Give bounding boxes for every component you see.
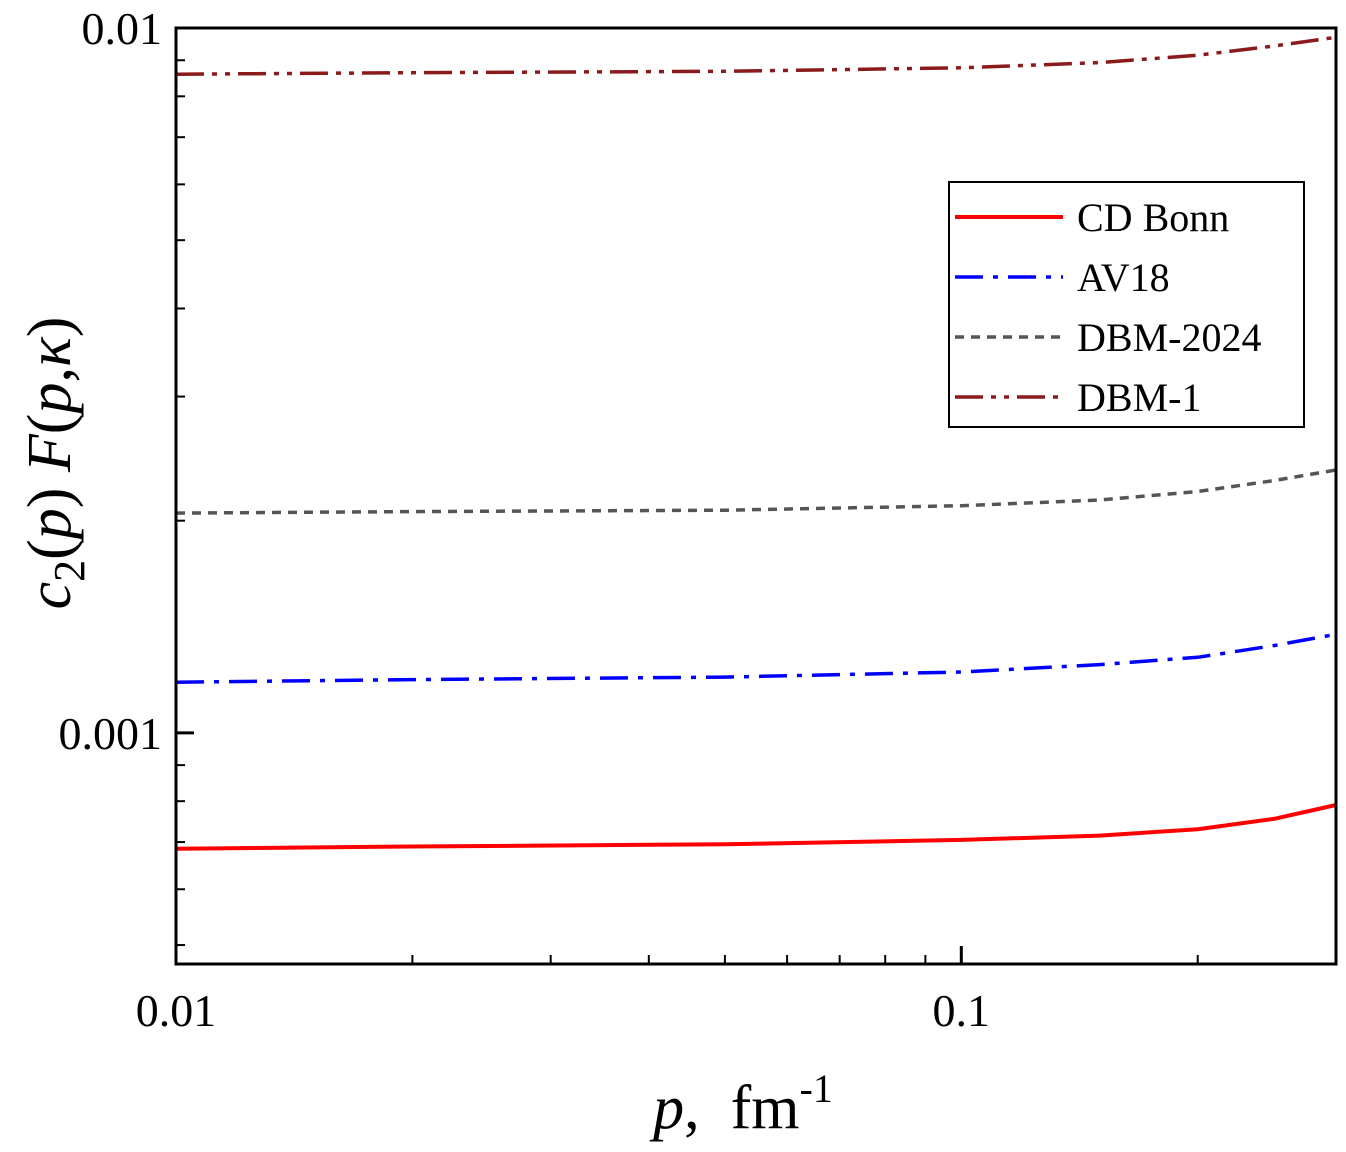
- y-tick-label: 0.001: [59, 708, 163, 759]
- y-axis-title: c2(p) F(p,κ): [16, 317, 94, 610]
- x-tick-label: 0.1: [933, 985, 991, 1036]
- legend-label: AV18: [1077, 255, 1170, 300]
- legend-label: CD Bonn: [1077, 195, 1229, 240]
- x-tick-label: 0.01: [136, 985, 217, 1036]
- legend-label: DBM-2024: [1077, 315, 1261, 360]
- y-tick-label: 0.01: [82, 3, 163, 54]
- legend-frame: [948, 181, 1305, 428]
- legend-label: DBM-1: [1077, 375, 1201, 420]
- tick-labels: 0.01 0.1 0.001 0.01: [59, 3, 991, 1036]
- x-axis-title: p, fm-1: [649, 1066, 833, 1142]
- plot-frame: [174, 26, 1338, 966]
- series-line-cd-bonn: [175, 803, 1337, 851]
- legend: CD Bonn AV18 DBM-2024 DBM-1: [948, 181, 1305, 428]
- series-line-dbm-1: [175, 35, 1337, 76]
- series-layer: [175, 35, 1337, 851]
- series-line-dbm-2024: [175, 468, 1337, 515]
- legend-items: CD Bonn AV18 DBM-2024 DBM-1: [955, 195, 1261, 420]
- series-line-av18: [175, 632, 1337, 684]
